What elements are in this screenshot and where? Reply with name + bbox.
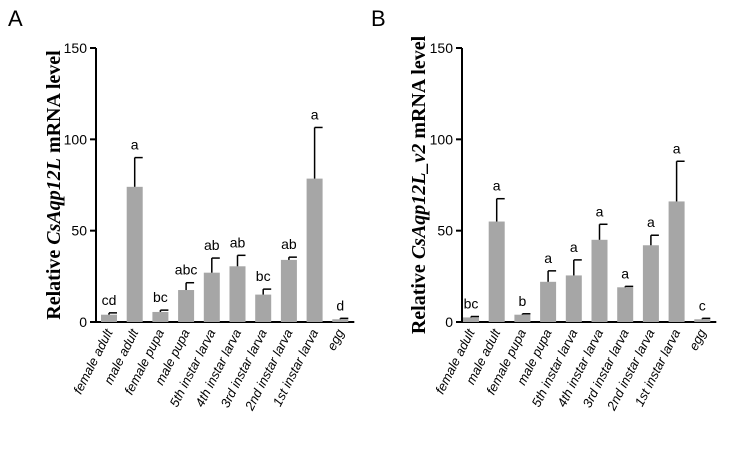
bar — [126, 186, 143, 322]
bar — [668, 201, 685, 322]
y-tick-label: 50 — [437, 223, 453, 239]
bar — [203, 272, 220, 322]
y-axis-label: Relative CsAqp12L_v2 mRNA level — [408, 35, 430, 334]
bar — [306, 178, 323, 322]
bar — [280, 259, 297, 322]
bar — [101, 314, 117, 322]
y-axis-label-suffix: mRNA level — [408, 35, 430, 143]
panel-b: B Relative CsAqp12L_v2 mRNA level 0 50 100 15… — [371, 6, 717, 413]
y-tick-label: 0 — [79, 314, 87, 330]
y-axis-label: Relative CsAqp12L mRNA level — [43, 50, 65, 320]
x-tick-label: egg — [324, 326, 348, 353]
significance-label: a — [131, 137, 139, 153]
bar — [488, 221, 505, 322]
bar — [255, 294, 272, 322]
y-tick-label: 0 — [445, 314, 453, 330]
significance-label: a — [621, 265, 629, 281]
significance-label: bc — [464, 296, 479, 312]
significance-label: cd — [102, 292, 117, 308]
bar — [332, 319, 349, 322]
significance-label: a — [596, 203, 604, 219]
significance-label: a — [493, 178, 501, 194]
y-axis-label-prefix: Relative — [43, 245, 65, 320]
significance-label: ab — [281, 236, 297, 252]
y-tick-label: 150 — [64, 40, 88, 56]
significance-label: bc — [153, 289, 168, 305]
significance-label: bc — [256, 268, 271, 284]
panel-letter: A — [8, 6, 23, 31]
x-tick-label: female adult — [70, 325, 116, 396]
y-axis-label-suffix: mRNA level — [43, 50, 65, 158]
panel-letter: B — [371, 6, 386, 31]
significance-label: a — [544, 250, 552, 266]
bar — [178, 290, 195, 322]
y-axis-label-gene: CsAqp12L — [43, 158, 65, 245]
significance-label: a — [673, 140, 681, 156]
bar — [565, 275, 582, 322]
panel-a: A Relative CsAqp12L mRNA level 0 50 100 150 cd… — [8, 6, 355, 413]
bar — [642, 245, 659, 322]
significance-label: ab — [204, 237, 220, 253]
bar — [229, 266, 246, 322]
significance-label: b — [519, 293, 527, 309]
significance-label: a — [570, 239, 578, 255]
y-axis-label-gene: CsAqp12L_v2 — [408, 144, 430, 260]
bar — [152, 311, 169, 322]
y-tick-label: 100 — [64, 131, 88, 147]
significance-label: a — [647, 214, 655, 230]
significance-label: ab — [230, 234, 246, 250]
y-axis-label-prefix: Relative — [408, 259, 430, 334]
significance-label: d — [336, 297, 344, 313]
bar — [694, 319, 711, 322]
y-tick-label: 50 — [71, 223, 87, 239]
significance-label: a — [311, 106, 319, 122]
significance-label: c — [699, 297, 706, 313]
bar — [514, 314, 531, 322]
y-tick-label: 150 — [430, 40, 454, 56]
bar — [591, 239, 608, 322]
y-tick-label: 100 — [430, 131, 454, 147]
x-tick-label: female adult — [432, 325, 478, 396]
bar — [540, 281, 557, 322]
bar — [617, 287, 634, 322]
significance-label: abc — [175, 262, 198, 278]
bar — [463, 317, 479, 322]
x-tick-label: egg — [686, 326, 710, 353]
